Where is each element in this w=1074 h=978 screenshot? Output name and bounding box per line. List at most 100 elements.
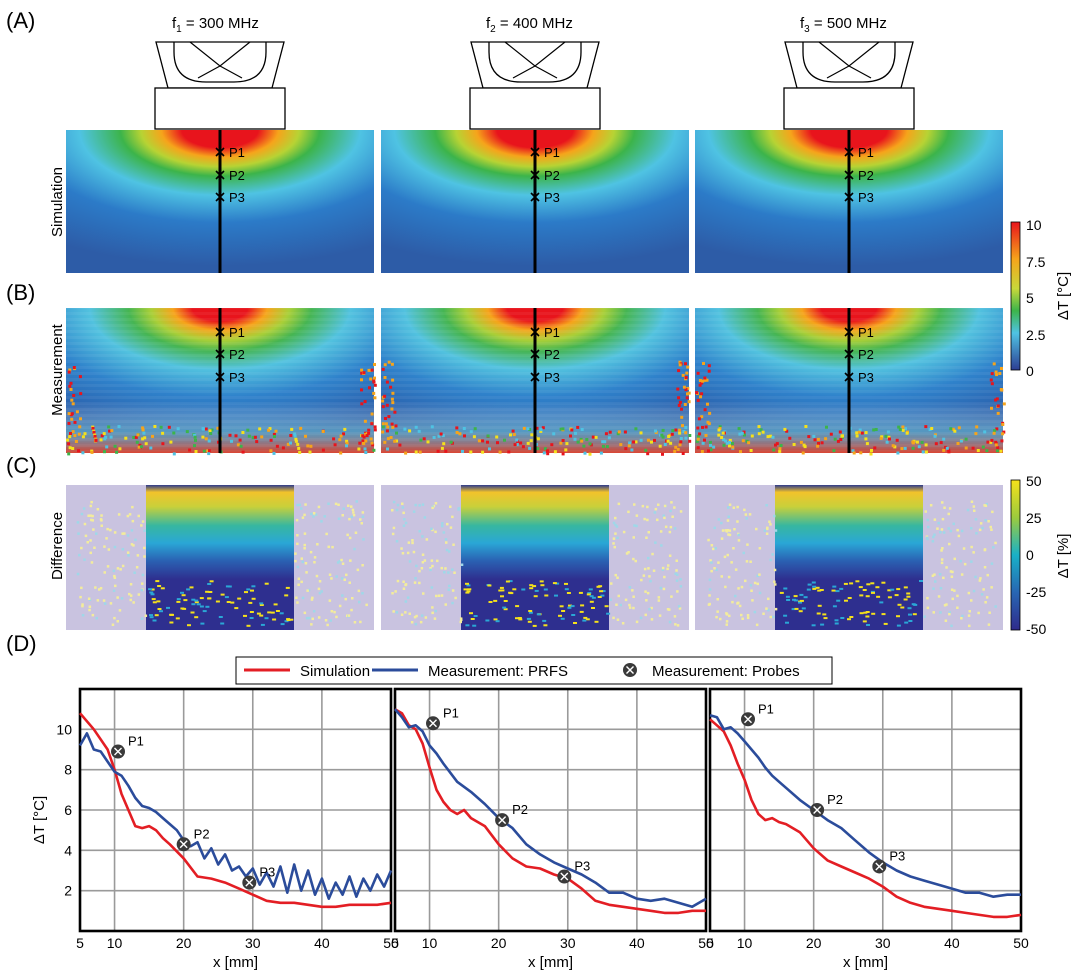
x-tick-label: 30 <box>875 935 891 951</box>
probe-label: P1 <box>858 145 874 160</box>
probe-marker-p3: P3 <box>530 370 560 385</box>
cb-diff-tick: 25 <box>1026 510 1042 526</box>
probe-label: P1 <box>544 145 560 160</box>
y-axis-label: ΔT [°C] <box>31 796 48 844</box>
x-tick-label: 30 <box>245 935 261 951</box>
x-tick-label: 5 <box>706 935 714 951</box>
series-simulation-line <box>79 712 392 909</box>
probe-point-label: P1 <box>758 701 774 716</box>
legend-probes-label: Measurement: Probes <box>652 663 800 680</box>
x-axis-label: x [mm] <box>843 954 888 971</box>
probe-label: P3 <box>544 190 560 205</box>
colorbar-difference: 50 25 0 -25 -50 ΔT [%] <box>1010 473 1072 637</box>
x-tick-label: 5 <box>76 935 84 951</box>
line-chart-3: 5 10 20 30 40 50 P1 P2 P3 x [mm] <box>706 687 1029 971</box>
probe-point-label: P1 <box>128 734 144 749</box>
row-label-simulation: Simulation <box>49 167 66 237</box>
x-tick-label: 40 <box>629 935 645 951</box>
probe-marker-p2: P2 <box>844 347 874 362</box>
probe-point-label: P2 <box>827 792 843 807</box>
probe-point-label: P3 <box>259 865 275 880</box>
probe-marker-p2: P2 <box>844 168 874 183</box>
freq-header-1: f1 = 300 MHz <box>172 15 259 35</box>
probe-marker-p1: P1 <box>215 325 245 340</box>
series-prfs-line <box>78 732 393 901</box>
simulation-map-1: P1 P2 P3 <box>66 130 374 273</box>
difference-map-1 <box>66 485 374 630</box>
heat-maps: P1 P2 P3 P1 P2 P3 P1 P2 P3 P1 P2 P3 P1 P2 P3 P1 P2 P3 <box>66 130 1006 630</box>
applicator-3 <box>783 41 915 130</box>
probe-label: P2 <box>544 168 560 183</box>
series-prfs-line <box>394 708 707 909</box>
applicator-2 <box>469 41 601 130</box>
probe-point-p2: P2 <box>176 826 210 852</box>
series-prfs-line <box>709 713 1021 899</box>
line-chart-2: 5 10 20 30 40 50 P1 P2 P3 x [mm] <box>391 687 714 971</box>
cb-temp-tick: 10 <box>1026 217 1042 233</box>
probe-point-label: P3 <box>889 848 905 863</box>
probe-label: P1 <box>229 325 245 340</box>
legend: Simulation Measurement: PRFS Measurement… <box>235 656 833 685</box>
probe-marker-p1: P1 <box>844 145 874 160</box>
x-tick-label: 50 <box>383 935 399 951</box>
probe-marker-p3: P3 <box>530 190 560 205</box>
probe-marker-p3: P3 <box>844 190 874 205</box>
panel-label-d: (D) <box>6 631 37 656</box>
x-tick-label: 40 <box>314 935 330 951</box>
probe-point-label: P2 <box>512 802 528 817</box>
probe-label: P2 <box>544 347 560 362</box>
probe-label: P3 <box>858 370 874 385</box>
probe-point-p3: P3 <box>242 865 275 890</box>
probe-point-p1: P1 <box>111 734 144 759</box>
probe-label: P3 <box>229 190 245 205</box>
probe-marker-p1: P1 <box>215 145 245 160</box>
probe-point-p1: P1 <box>426 705 459 731</box>
freq-header-2: f2 = 400 MHz <box>486 15 573 35</box>
cb-diff-tick: 0 <box>1026 547 1034 563</box>
cb-diff-label: ΔT [%] <box>1055 534 1072 579</box>
probe-label: P2 <box>229 347 245 362</box>
cb-diff-tick: -25 <box>1026 584 1046 600</box>
probe-point-label: P1 <box>443 705 459 720</box>
probe-point-p3: P3 <box>557 859 590 884</box>
x-tick-label: 50 <box>1013 935 1029 951</box>
series-simulation-line <box>394 708 706 915</box>
line-chart-1: 5 10 20 30 40 50 2 4 6 8 10 P1 P2 P3 x [mm] ΔT [°C] <box>31 687 399 971</box>
probe-label: P1 <box>229 145 245 160</box>
x-tick-label: 5 <box>391 935 399 951</box>
measurement-map-3: P1 P2 P3 <box>695 308 1006 456</box>
row-label-measurement: Measurement <box>49 323 66 416</box>
probe-marker-p2: P2 <box>530 347 560 362</box>
cb-temp-tick: 0 <box>1026 363 1034 379</box>
x-tick-label: 30 <box>560 935 576 951</box>
x-tick-label: 20 <box>176 935 192 951</box>
chart-frame <box>393 687 708 933</box>
x-tick-label: 10 <box>107 935 123 951</box>
probe-point-p1: P1 <box>741 701 774 727</box>
x-tick-label: 10 <box>737 935 753 951</box>
svg-text:f3 = 500 MHz: f3 = 500 MHz <box>800 15 887 35</box>
x-tick-label: 40 <box>944 935 960 951</box>
svg-text:f2 = 400 MHz: f2 = 400 MHz <box>486 15 573 35</box>
x-axis-label: x [mm] <box>528 954 573 971</box>
probe-marker-p3: P3 <box>215 190 245 205</box>
x-tick-label: 10 <box>422 935 438 951</box>
probe-point-p2: P2 <box>495 802 528 828</box>
cb-diff-tick: 50 <box>1026 473 1042 489</box>
simulation-map-2: P1 P2 P3 <box>381 130 689 273</box>
cb-temp-label: ΔT [°C] <box>1055 272 1072 320</box>
series-simulation-line <box>709 718 1022 919</box>
chart-frame <box>78 687 393 933</box>
measurement-map-2: P1 P2 P3 <box>381 308 692 456</box>
probe-marker-p3: P3 <box>215 370 245 385</box>
x-tick-label: 20 <box>806 935 822 951</box>
cb-diff-tick: -50 <box>1026 621 1046 637</box>
probe-marker-p2: P2 <box>215 168 245 183</box>
x-tick-label: 20 <box>491 935 507 951</box>
colorbar-temperature: 10 7.5 5 2.5 0 ΔT [°C] <box>1010 217 1072 379</box>
applicator-drawings <box>154 41 915 130</box>
freq-header-3: f3 = 500 MHz <box>800 15 887 35</box>
probe-marker-p1: P1 <box>530 145 560 160</box>
probe-label: P2 <box>229 168 245 183</box>
